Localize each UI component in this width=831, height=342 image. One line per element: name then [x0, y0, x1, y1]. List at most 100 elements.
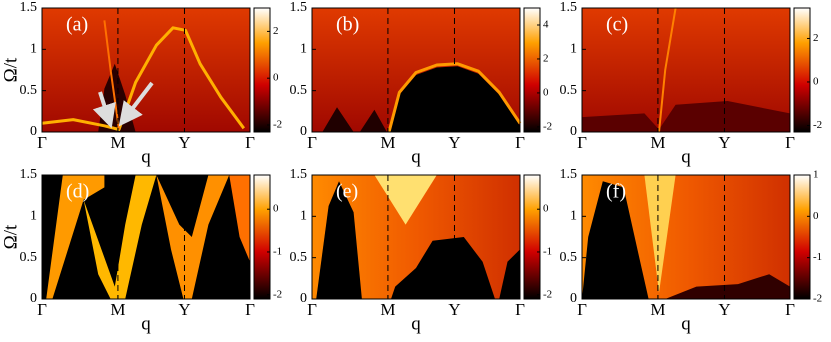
panel: (e) Γ M Y Γq 0 0.5 1 1.5 -2 -1 0 [290, 167, 553, 334]
y-tick-label: 0.5 [560, 250, 578, 265]
colorbar [523, 7, 541, 133]
plot-frame [581, 7, 791, 133]
x-axis-label: q [141, 313, 151, 334]
arrow [118, 81, 154, 127]
plot-frame [41, 174, 251, 300]
x-tick-label: Γ [785, 133, 795, 152]
colorbar-tick-label: -2 [543, 288, 552, 300]
panel: (d) Γ M Y Γq 0 0.5 1 1.5 Ω/t -2 -1 0 [0, 167, 282, 334]
arrow [92, 91, 116, 129]
heatmap-region [42, 175, 105, 299]
x-tick-label: Γ [515, 300, 525, 319]
x-tick-label: Y [178, 133, 190, 152]
x-tick-label: M [380, 300, 395, 319]
colorbar-tick-label: 4 [543, 19, 549, 31]
x-axis-label: q [411, 313, 421, 334]
x-tick-label: Γ [245, 300, 255, 319]
y-tick-label: 0.5 [560, 83, 578, 98]
colorbar-tick-label: 0 [813, 75, 819, 87]
x-tick-label: Γ [37, 300, 47, 319]
heatmap-region [156, 175, 230, 299]
colorbar-tick-label: 0 [543, 203, 549, 215]
x-tick-label: Y [718, 300, 730, 319]
y-tick-label: 0.5 [20, 250, 38, 265]
colorbar-tick-label: 2 [543, 52, 549, 64]
panel-label: (d) [66, 181, 89, 203]
x-tick-label: Γ [245, 133, 255, 152]
colorbar-tick-label: 2 [273, 25, 279, 37]
colorbar-tick-label: 0 [813, 210, 819, 222]
x-tick-label: Y [448, 133, 460, 152]
y-tick-label: 0 [300, 291, 307, 306]
plot-frame [581, 174, 791, 300]
y-tick-label: 1.5 [20, 167, 38, 182]
x-tick-label: Γ [307, 133, 317, 152]
heatmap-region [582, 181, 649, 299]
colorbar-tick-label: -2 [813, 119, 822, 131]
y-tick-label: 1 [300, 209, 307, 224]
x-tick-label: Γ [577, 133, 587, 152]
colorbar-tick-label: -2 [273, 119, 282, 131]
x-axis-label: q [411, 146, 421, 167]
y-tick-label: 0 [30, 291, 37, 306]
y-tick-label: 0.5 [290, 250, 308, 265]
heatmap-region [374, 175, 437, 225]
y-tick-label: 1.5 [290, 0, 308, 15]
x-tick-label: Y [448, 300, 460, 319]
y-axis-label: Ω/t [0, 224, 21, 249]
x-tick-label: Γ [515, 133, 525, 152]
y-tick-label: 0 [300, 124, 307, 139]
x-tick-label: Y [178, 300, 190, 319]
colorbar-tick-label: -1 [543, 245, 552, 257]
plot-frame [41, 7, 251, 133]
colorbar [253, 7, 271, 133]
colorbar-tick-label: -1 [273, 245, 282, 257]
heatmap [42, 8, 250, 132]
y-tick-label: 0 [30, 124, 37, 139]
panel-label: (f) [606, 181, 626, 203]
x-tick-label: M [110, 300, 125, 319]
colorbar [253, 174, 271, 300]
y-tick-label: 1.5 [560, 167, 578, 182]
y-tick-label: 1 [570, 209, 577, 224]
x-tick-label: Γ [307, 300, 317, 319]
heatmap-region [499, 249, 520, 299]
heatmap-region [229, 175, 250, 262]
x-tick-label: M [650, 300, 665, 319]
panel-label: (b) [336, 14, 359, 36]
plot-frame [311, 7, 521, 133]
panel-label: (e) [336, 181, 358, 203]
heatmap-branch [103, 20, 120, 130]
x-tick-label: M [110, 133, 125, 152]
y-tick-label: 1 [30, 209, 37, 224]
panel: (a) Γ M Y Γq 0 0.5 1 1.5 Ω/t -2 0 2 [0, 0, 282, 167]
y-tick-label: 0.5 [290, 83, 308, 98]
y-axis-label: Ω/t [0, 57, 21, 82]
panel-label: (c) [606, 14, 628, 36]
heatmap-region [391, 237, 495, 299]
plot-frame [311, 174, 521, 300]
colorbar [793, 7, 811, 133]
x-tick-label: Γ [785, 300, 795, 319]
colorbar-tick-label: -2 [813, 293, 822, 305]
y-tick-label: 0.5 [20, 83, 38, 98]
x-axis-label: q [141, 146, 151, 167]
heatmap-region [83, 175, 157, 299]
heatmap-region [665, 274, 790, 299]
x-tick-label: Γ [37, 133, 47, 152]
x-tick-label: Y [718, 133, 730, 152]
x-axis-label: q [681, 146, 691, 167]
panel: (b) Γ M Y Γq 0 0.5 1 1.5 -2 0 2 4 [290, 0, 553, 167]
heatmap-region [582, 101, 790, 132]
colorbar-tick-label: 0 [543, 86, 549, 98]
y-tick-label: 1.5 [20, 0, 38, 15]
colorbar-tick-label: -2 [273, 288, 282, 300]
colorbar-tick-label: 1 [813, 169, 819, 181]
colorbar-tick-label: 2 [813, 32, 819, 44]
y-tick-label: 1 [570, 42, 577, 57]
colorbar [793, 174, 811, 300]
x-tick-label: M [380, 133, 395, 152]
heatmap-branch [387, 62, 522, 133]
heatmap-branch [658, 7, 677, 133]
